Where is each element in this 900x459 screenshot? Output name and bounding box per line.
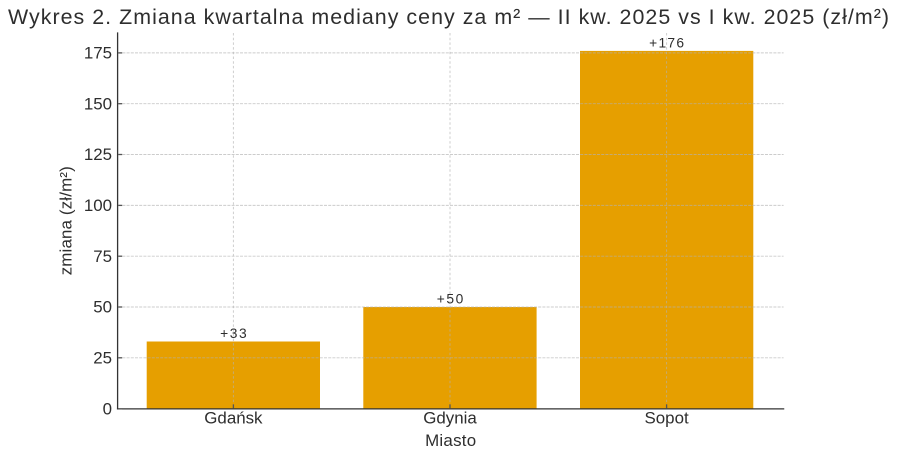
- svg-text:+33: +33: [220, 326, 247, 341]
- svg-text:Gdynia: Gdynia: [423, 409, 477, 428]
- svg-text:25: 25: [93, 349, 112, 368]
- svg-text:+176: +176: [649, 36, 684, 51]
- svg-text:50: 50: [93, 298, 112, 317]
- svg-text:175: 175: [84, 44, 112, 63]
- svg-text:125: 125: [84, 145, 112, 164]
- svg-text:Miasto: Miasto: [425, 431, 476, 450]
- svg-text:zmiana (zł/m²): zmiana (zł/m²): [57, 166, 76, 275]
- svg-text:75: 75: [93, 247, 112, 266]
- svg-text:Sopot: Sopot: [645, 409, 689, 428]
- svg-text:0: 0: [103, 400, 112, 419]
- svg-text:Gdańsk: Gdańsk: [204, 409, 263, 428]
- svg-text:+50: +50: [437, 291, 464, 306]
- svg-text:Wykres 2. Zmiana kwartalna med: Wykres 2. Zmiana kwartalna mediany ceny …: [8, 5, 889, 29]
- svg-text:150: 150: [84, 94, 112, 113]
- svg-text:100: 100: [84, 196, 112, 215]
